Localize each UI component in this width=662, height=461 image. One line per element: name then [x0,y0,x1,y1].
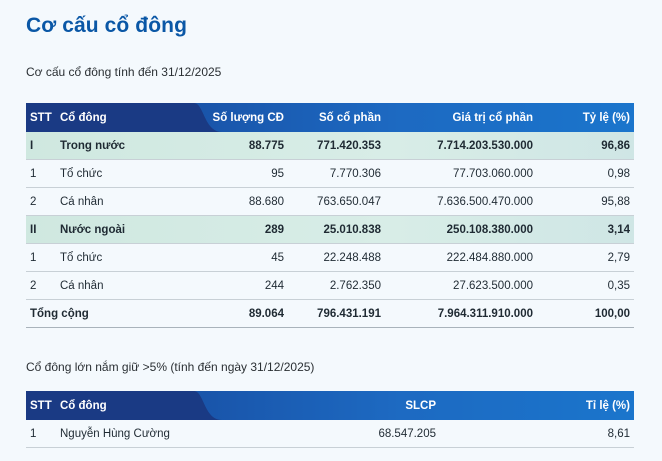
structure-subtitle: Cơ cấu cổ đông tính đến 31/12/2025 [26,65,222,79]
row-shareholder: Cá nhân [60,279,104,292]
header-stt: STT [30,399,52,412]
table-row: 2 Cá nhân 88.680 763.650.047 7.636.500.4… [26,188,634,216]
row-stt: II [30,223,37,236]
shareholder-structure-table: STT Cổ đông Số lượng CĐ Số cổ phần Giá t… [26,103,634,328]
row-share-value: 77.703.060.000 [453,167,533,180]
row-share-count: 7.770.306 [329,167,381,180]
header-slcp: SLCP [405,399,436,412]
table-header: STT Cổ đông SLCP Tỉ lệ (%) [26,391,634,420]
row-share-value: 250.108.380.000 [446,223,533,236]
header-ratio: Tỷ lệ (%) [582,111,630,124]
row-share-value: 222.484.880.000 [446,251,533,264]
header-shareholder: Cổ đông [60,399,107,412]
row-holder-count: 95 [271,167,284,180]
total-holder-count: 89.064 [248,307,284,320]
row-shareholder: Cá nhân [60,195,104,208]
row-share-count: 2.762.350 [329,279,381,292]
row-share-count: 25.010.838 [323,223,381,236]
row-share-count: 763.650.047 [317,195,381,208]
table-header: STT Cổ đông Số lượng CĐ Số cổ phần Giá t… [26,103,634,132]
row-holder-count: 45 [271,251,284,264]
header-holder-count: Số lượng CĐ [212,111,284,124]
table-row-domestic: I Trong nước 88.775 771.420.353 7.714.20… [26,132,634,160]
table-row: 1 Tổ chức 95 7.770.306 77.703.060.000 0,… [26,160,634,188]
header-wave-decoration [26,391,634,420]
row-stt: 1 [30,167,37,180]
row-stt: I [30,139,34,152]
row-stt: 2 [30,279,37,292]
header-ratio: Tỉ lệ (%) [585,399,630,412]
table-row: 2 Cá nhân 244 2.762.350 27.623.500.000 0… [26,272,634,300]
row-stt: 2 [30,195,37,208]
row-share-value: 7.636.500.470.000 [437,195,533,208]
page-title: Cơ cấu cổ đông [26,14,188,37]
total-share-value: 7.964.311.910.000 [437,307,533,320]
row-ratio: 0,98 [607,167,630,180]
table-row-total: Tổng cộng 89.064 796.431.191 7.964.311.9… [26,300,634,328]
row-stt: 1 [30,427,37,440]
row-shareholder: Nguyễn Hùng Cường [60,427,170,440]
total-label: Tổng cộng [30,307,89,320]
major-shareholders-table: STT Cổ đông SLCP Tỉ lệ (%) 1 Nguyễn Hùng… [26,391,634,448]
row-share-value: 7.714.203.530.000 [437,139,533,152]
row-ratio: 3,14 [607,223,630,236]
header-shareholder: Cổ đông [60,111,107,124]
table-row: 1 Nguyễn Hùng Cường 68.547.205 8,61 [26,420,634,448]
row-share-count: 22.248.488 [323,251,381,264]
row-ratio: 2,79 [607,251,630,264]
row-share-value: 27.623.500.000 [453,279,533,292]
row-holder-count: 244 [264,279,284,292]
major-shareholders-subtitle: Cổ đông lớn nắm giữ >5% (tính đến ngày 3… [26,360,315,374]
row-ratio: 0,35 [607,279,630,292]
row-slcp: 68.547.205 [378,427,436,440]
row-shareholder: Tổ chức [60,167,103,180]
row-shareholder: Tổ chức [60,251,103,264]
total-ratio: 100,00 [594,307,630,320]
table-row-foreign: II Nước ngoài 289 25.010.838 250.108.380… [26,216,634,244]
header-share-count: Số cổ phần [319,111,381,124]
row-share-count: 771.420.353 [317,139,381,152]
header-share-value: Giá trị cổ phần [452,111,533,124]
row-ratio: 8,61 [607,427,630,440]
row-stt: 1 [30,251,37,264]
table-row: 1 Tổ chức 45 22.248.488 222.484.880.000 … [26,244,634,272]
row-shareholder: Trong nước [60,139,126,152]
row-ratio: 95,88 [601,195,630,208]
row-holder-count: 88.775 [248,139,284,152]
row-shareholder: Nước ngoài [60,223,126,236]
row-ratio: 96,86 [601,139,630,152]
row-holder-count: 289 [264,223,284,236]
header-wave-decoration [26,103,634,132]
header-stt: STT [30,111,52,124]
total-share-count: 796.431.191 [317,307,381,320]
row-holder-count: 88.680 [248,195,284,208]
